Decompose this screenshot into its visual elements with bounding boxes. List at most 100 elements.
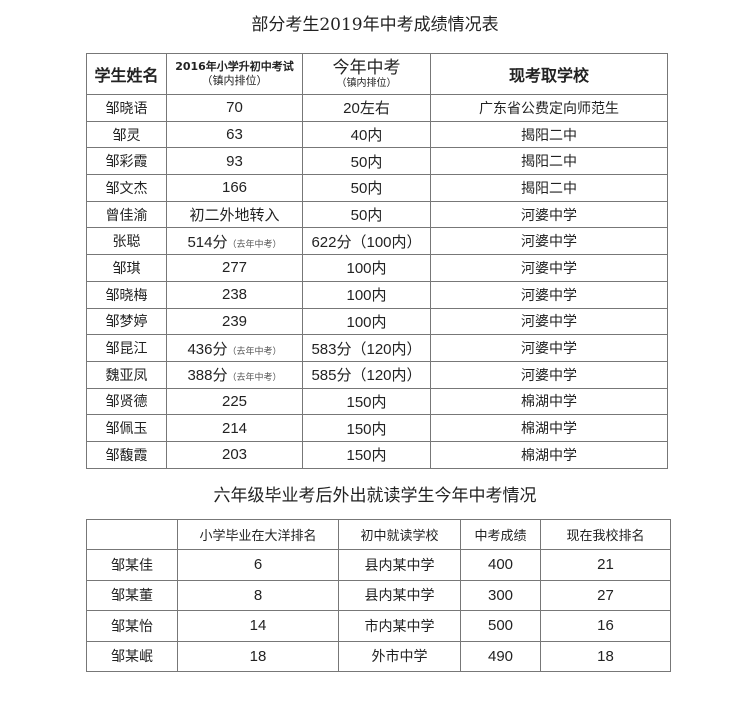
exam2016-value: 436分	[187, 340, 228, 358]
exam2016-value: 239	[221, 312, 248, 330]
exam2016-note: （去年中考）	[227, 372, 282, 383]
this-year-rank: 622分（100内）	[302, 227, 431, 256]
exam2016-rank: 277	[166, 254, 303, 282]
this-year-rank: 150内	[302, 414, 431, 442]
exam2016-rank: 203	[166, 440, 303, 469]
table-row: 邹某岷 18 外市中学 490 18	[86, 640, 671, 672]
admitted-school: 揭阳二中	[430, 147, 668, 176]
table-row: 邹某佳 6 县内某中学 400 21	[86, 549, 671, 581]
exam2016-rank: 63	[166, 120, 303, 149]
exam-score: 490	[460, 640, 541, 672]
student-name: 张聪	[86, 227, 167, 256]
this-year-rank: 50内	[302, 174, 431, 202]
primary-rank: 6	[177, 549, 339, 581]
exam2016-rank: 514分（去年中考）	[166, 227, 303, 256]
admitted-school: 棉湖中学	[430, 387, 668, 416]
exam2016-value: 388分	[187, 367, 228, 385]
student-name: 邹晓梅	[86, 280, 167, 309]
exam-results-table: 学生姓名 2016年小学升初中考试 （镇内排位） 今年中考 （镇内排位） 现考取学校…	[86, 53, 668, 469]
student-name: 邹昆江	[86, 334, 167, 362]
header-col-0	[86, 519, 178, 550]
table-row: 邹文杰 166 50内 揭阳二中	[86, 174, 668, 202]
student-name: 邹灵	[86, 120, 167, 149]
current-rank: 18	[540, 640, 671, 672]
exam2016-value: 63	[226, 126, 243, 144]
exam2016-value: 277	[221, 259, 248, 277]
student-name: 邹梦婷	[86, 307, 167, 336]
table-row: 邹贤德 225 150内 棉湖中学	[86, 387, 668, 416]
exam2016-value: 70	[226, 99, 243, 117]
middle-school: 外市中学	[338, 640, 461, 672]
table-row: 张聪 514分（去年中考） 622分（100内） 河婆中学	[86, 227, 668, 256]
current-rank: 16	[540, 610, 671, 642]
admitted-school: 河婆中学	[430, 334, 668, 362]
table-row: 邹琪 277 100内 河婆中学	[86, 254, 668, 282]
exam2016-rank: 93	[166, 147, 303, 176]
student-name: 邹某佳	[86, 549, 178, 581]
this-year-rank: 150内	[302, 387, 431, 416]
exam2016-value: 214	[221, 419, 248, 437]
this-year-rank: 50内	[302, 200, 431, 229]
transfer-students-table: 小学毕业在大洋排名 初中就读学校 中考成绩 现在我校排名 邹某佳 6 县内某中学 400 21…	[86, 519, 671, 672]
header-this-year: 今年中考 （镇内排位）	[302, 53, 431, 95]
header-this-year-sub: （镇内排位）	[336, 78, 397, 89]
table-row: 邹梦婷 239 100内 河婆中学	[86, 307, 668, 336]
header-this-year-label: 今年中考	[332, 58, 401, 78]
student-name: 邹某董	[86, 579, 178, 611]
exam2016-value: 514分	[187, 233, 228, 251]
table-row: 邹某怡 14 市内某中学 500 16	[86, 610, 671, 642]
admitted-school: 广东省公费定向师范生	[430, 94, 668, 122]
primary-rank: 14	[177, 610, 339, 642]
table-row: 邹馥霞 203 150内 棉湖中学	[86, 440, 668, 469]
admitted-school: 揭阳二中	[430, 120, 668, 149]
admitted-school: 河婆中学	[430, 254, 668, 282]
student-name: 邹馥霞	[86, 440, 167, 469]
table-header-row: 学生姓名 2016年小学升初中考试 （镇内排位） 今年中考 （镇内排位） 现考取学校	[86, 53, 668, 95]
table1-title: 部分考生2019年中考成绩情况表	[251, 15, 499, 35]
table2-title: 六年级毕业考后外出就读学生今年中考情况	[213, 486, 537, 506]
exam2016-value: 203	[221, 446, 248, 464]
exam2016-rank: 166	[166, 174, 303, 202]
this-year-rank: 585分（120内）	[302, 360, 431, 389]
exam2016-rank: 214	[166, 414, 303, 442]
admitted-school: 棉湖中学	[430, 414, 668, 442]
header-school-label: 现考取学校	[508, 66, 589, 85]
table-row: 邹灵 63 40内 揭阳二中	[86, 120, 668, 149]
admitted-school: 揭阳二中	[430, 174, 668, 202]
current-rank: 27	[540, 579, 671, 611]
header-name-label: 学生姓名	[94, 66, 159, 85]
exam2016-value: 初二外地转入	[189, 207, 280, 225]
middle-school: 县内某中学	[338, 549, 461, 581]
exam2016-rank: 初二外地转入	[166, 200, 303, 229]
exam2016-rank: 70	[166, 94, 303, 122]
exam2016-value: 93	[226, 152, 243, 170]
exam2016-rank: 388分（去年中考）	[166, 360, 303, 389]
header-col-1: 小学毕业在大洋排名	[177, 519, 339, 550]
header-col-2: 初中就读学校	[338, 519, 461, 550]
exam2016-value: 238	[221, 286, 248, 304]
this-year-rank: 50内	[302, 147, 431, 176]
student-name: 邹某怡	[86, 610, 178, 642]
table-row: 邹彩霞 93 50内 揭阳二中	[86, 147, 668, 176]
admitted-school: 棉湖中学	[430, 440, 668, 469]
table-header-row: 小学毕业在大洋排名 初中就读学校 中考成绩 现在我校排名	[86, 519, 671, 550]
table-row: 邹晓语 70 20左右 广东省公费定向师范生	[86, 94, 668, 122]
student-name: 邹佩玉	[86, 414, 167, 442]
admitted-school: 河婆中学	[430, 200, 668, 229]
exam-score: 400	[460, 549, 541, 581]
exam-score: 500	[460, 610, 541, 642]
header-col-4: 现在我校排名	[540, 519, 671, 550]
exam2016-note: （去年中考）	[227, 238, 282, 249]
this-year-rank: 100内	[302, 307, 431, 336]
table-row: 邹佩玉 214 150内 棉湖中学	[86, 414, 668, 442]
this-year-rank: 100内	[302, 254, 431, 282]
student-name: 邹晓语	[86, 94, 167, 122]
header-col-3: 中考成绩	[460, 519, 541, 550]
middle-school: 市内某中学	[338, 610, 461, 642]
table-row: 邹晓梅 238 100内 河婆中学	[86, 280, 668, 309]
this-year-rank: 40内	[302, 120, 431, 149]
student-name: 邹彩霞	[86, 147, 167, 176]
current-rank: 21	[540, 549, 671, 581]
exam2016-rank: 436分（去年中考）	[166, 334, 303, 362]
this-year-rank: 583分（120内）	[302, 334, 431, 362]
